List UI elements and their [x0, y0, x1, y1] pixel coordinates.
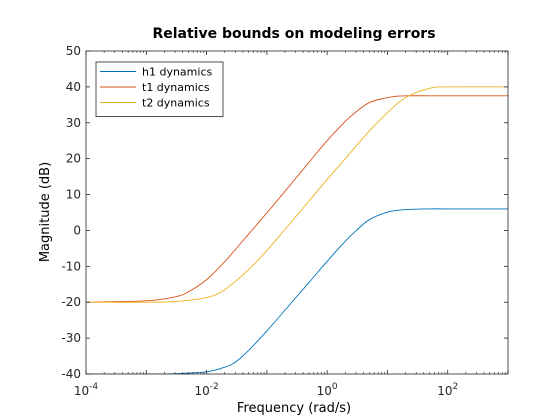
ticks-group: -40 -30 -20 -10 0 10 20 30 40 50 10-4 10-2 100 102 [61, 44, 509, 398]
y-tick-label: -30 [61, 331, 81, 345]
y-tick-label: 10 [66, 188, 81, 202]
x-axis-label: Frequency (rad/s) [237, 401, 351, 416]
y-tick-label: 40 [66, 80, 81, 94]
x-tick-label: 100 [317, 382, 338, 398]
y-tick-label: -20 [61, 295, 81, 309]
legend-label: h1 dynamics [142, 66, 212, 79]
x-tick-label: 10-4 [74, 382, 99, 398]
legend-label: t2 dynamics [142, 97, 210, 110]
series-line-3 [86, 86, 508, 303]
x-tick-label: 102 [437, 382, 458, 398]
plot-box [85, 50, 509, 375]
y-axis-label: Magnitude (dB) [38, 162, 53, 262]
x-tick-label: 10-2 [194, 382, 218, 398]
y-tick-label: 50 [66, 44, 81, 58]
y-tick-label: 30 [66, 116, 81, 130]
y-tick-label: 20 [66, 152, 81, 166]
y-tick-label: 0 [73, 223, 81, 237]
series-line-2 [86, 95, 508, 303]
chart-title: Relative bounds on modeling errors [152, 26, 435, 42]
y-tick-label: -40 [61, 367, 81, 381]
y-tick-label: -10 [61, 259, 81, 273]
legend-label: t1 dynamics [142, 81, 210, 94]
legend: h1 dynamics t1 dynamics t2 dynamics [95, 61, 224, 117]
